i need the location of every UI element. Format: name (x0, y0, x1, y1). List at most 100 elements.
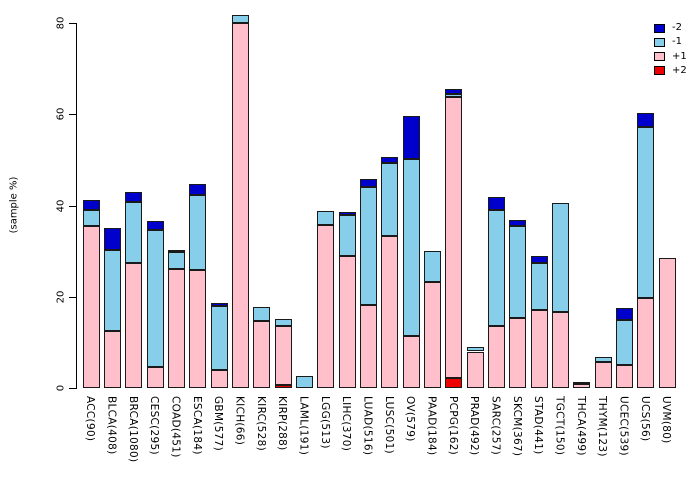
x-axis-label: BLCA(408) (105, 396, 118, 455)
legend-label: -2 (672, 22, 682, 33)
bar-segment-UCEC(539)--1 (615, 320, 633, 365)
bar-segment-BRCA(1080)--1 (125, 201, 143, 264)
bar-segment-COAD(451)--2 (168, 250, 186, 253)
bar-segment-OV(579)-+1 (402, 336, 420, 388)
bar-segment-LIHC(370)--1 (338, 214, 356, 257)
x-axis-label: SARC(257) (489, 396, 502, 456)
bar-segment-KIRC(528)-+1 (253, 321, 271, 388)
x-axis-label: KICH(66) (233, 396, 246, 446)
x-axis-label: LAML(191) (297, 396, 310, 456)
x-axis-label: SKCM(367) (510, 396, 523, 457)
x-axis-label: KIRC(528) (254, 396, 267, 452)
y-tick (69, 296, 76, 298)
legend-swatch-icon (654, 37, 665, 47)
bar-segment-STAD(441)-+1 (530, 310, 548, 388)
bar-segment-PCPG(162)-+2 (445, 378, 463, 388)
bar-segment-UVM(80)-+1 (658, 257, 676, 388)
y-tick-label: 20 (55, 290, 67, 304)
bar-segment-BLCA(408)--1 (104, 249, 122, 331)
bar-segment-GBM(577)--1 (210, 306, 228, 370)
bar-segment-STAD(441)--2 (530, 256, 548, 264)
x-axis-label: PCPG(162) (446, 396, 459, 456)
x-axis-label: KIRP(288) (276, 396, 289, 451)
bar-segment-UCS(56)--2 (637, 113, 655, 128)
bar-segment-PAAD(184)--1 (423, 251, 441, 283)
x-axis-label: COAD(451) (169, 396, 182, 458)
x-axis-label: TGCT(150) (553, 396, 566, 456)
bar-segment-SKCM(367)--1 (509, 226, 527, 319)
y-axis-line (76, 23, 77, 389)
bar-segment-COAD(451)-+1 (168, 269, 186, 388)
y-tick (69, 23, 76, 24)
x-axis-label: PAAD(184) (425, 396, 438, 456)
x-axis-label: LIHC(370) (340, 396, 353, 452)
bar-segment-BRCA(1080)--2 (125, 191, 143, 202)
bar-segment-OV(579)--2 (402, 116, 420, 160)
bar-segment-LUAD(516)--1 (359, 186, 377, 306)
bar-segment-SKCM(367)--2 (509, 219, 527, 227)
bar-segment-LGG(513)-+1 (317, 224, 335, 388)
bar-segment-KIRP(288)-+1 (274, 325, 292, 385)
bar-segment-THCA(499)--1 (573, 382, 591, 385)
bar-segment-SARC(257)--1 (487, 209, 505, 327)
bar-segment-ACC(90)--1 (82, 209, 100, 227)
bar-segment-PRAD(492)-+1 (466, 351, 484, 388)
bar-segment-BLCA(408)--2 (104, 227, 122, 250)
bar-segment-ESCA(184)--1 (189, 194, 207, 270)
x-axis-label: LUAD(516) (361, 396, 374, 456)
legend-item-+2: +2 (654, 65, 687, 77)
bar-segment-ACC(90)-+1 (82, 226, 100, 388)
y-tick (69, 114, 76, 116)
bar-segment-UCEC(539)-+1 (615, 364, 633, 388)
bar-segment-ESCA(184)-+1 (189, 269, 207, 388)
bar-segment-THYM(123)-+1 (594, 361, 612, 388)
bar-segment-KICH(66)-+1 (232, 23, 249, 388)
x-axis-label: LGG(513) (318, 396, 331, 449)
bar-segment-LIHC(370)--2 (338, 212, 356, 215)
legend-item-+1: +1 (654, 51, 687, 63)
bar-segment-KIRC(528)--1 (253, 307, 271, 322)
y-axis-title: (sample %) (8, 176, 20, 234)
bar-segment-LUAD(516)-+1 (359, 305, 377, 388)
x-axis-label: UVM(80) (660, 396, 673, 444)
bar-segment-TGCT(150)--1 (551, 202, 569, 313)
bar-segment-TGCT(150)-+1 (551, 312, 569, 388)
legend-swatch-icon (654, 66, 665, 76)
bar-segment-CESC(295)--2 (146, 221, 164, 230)
bar-segment-UCS(56)-+1 (637, 298, 655, 388)
bar-segment-LUSC(501)--2 (381, 157, 399, 163)
bar-segment-PCPG(162)--1 (445, 93, 463, 98)
bar-segment-THCA(499)-+1 (573, 383, 591, 388)
bar-segment-LUSC(501)--1 (381, 162, 399, 236)
y-tick-label: 80 (55, 16, 67, 30)
x-axis-label: GBM(577) (212, 396, 225, 452)
bar-segment-PRAD(492)--1 (466, 347, 484, 352)
legend-swatch-icon (654, 23, 665, 33)
bar-segment-LUAD(516)--2 (359, 178, 377, 187)
legend-swatch-icon (654, 52, 665, 62)
bar-segment-GBM(577)--2 (210, 303, 228, 307)
bar-segment-PAAD(184)-+1 (423, 282, 441, 388)
bar-segment-SARC(257)-+1 (487, 326, 505, 388)
legend-item--2: -2 (654, 22, 682, 34)
bar-segment-LIHC(370)-+1 (338, 256, 356, 388)
bar-segment-SARC(257)--2 (487, 197, 505, 210)
bar-segment-LUSC(501)-+1 (381, 235, 399, 388)
bar-segment-KIRP(288)--1 (274, 318, 292, 326)
x-axis-label: STAD(441) (532, 396, 545, 455)
bar-segment-PCPG(162)--2 (445, 89, 463, 94)
bar-segment-ACC(90)--2 (82, 199, 100, 210)
bar-segment-UCS(56)--1 (637, 127, 655, 299)
x-axis-label: UCS(56) (638, 396, 651, 442)
x-axis-label: OV(579) (404, 396, 417, 442)
bar-segment-BRCA(1080)-+1 (125, 263, 143, 388)
legend-label: -1 (672, 36, 682, 48)
bar-segment-THYM(123)--1 (594, 357, 612, 362)
y-tick (69, 205, 76, 207)
legend-item--1: -1 (654, 36, 682, 48)
x-axis-label: PRAD(492) (468, 396, 481, 456)
bar-segment-KIRP(288)-+2 (274, 384, 292, 388)
bar-segment-UCEC(539)--2 (615, 308, 633, 321)
y-tick-label: 0 (55, 384, 67, 392)
